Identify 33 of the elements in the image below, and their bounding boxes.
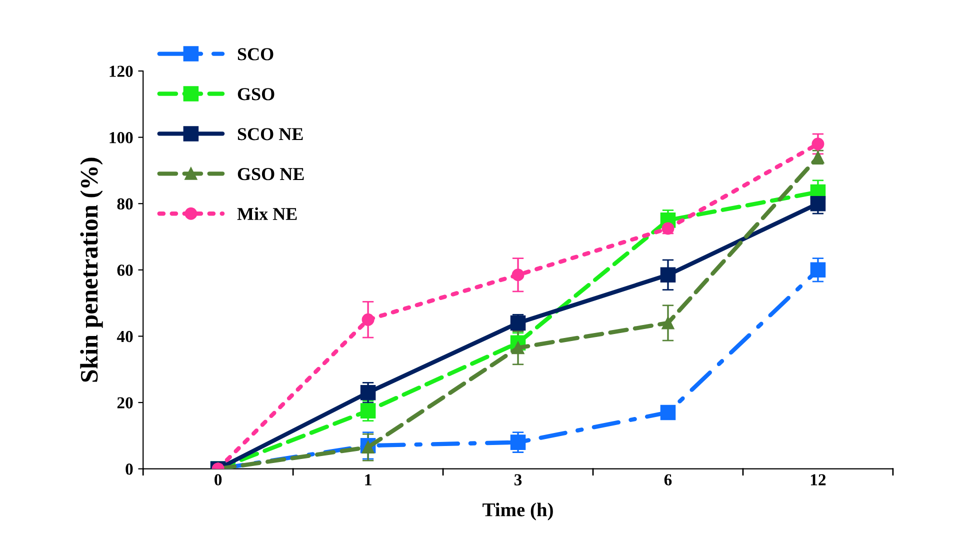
point bbox=[512, 342, 524, 354]
point bbox=[662, 316, 674, 330]
legend-label: SCO bbox=[238, 48, 274, 60]
point bbox=[360, 403, 376, 418]
y-tick-label: 60 bbox=[117, 264, 133, 276]
y-tick-label: 80 bbox=[117, 198, 133, 210]
y-tick-label: 0 bbox=[126, 464, 133, 475]
point bbox=[360, 384, 376, 400]
legend-label: GSO bbox=[238, 88, 274, 100]
x-axis-title: Time (h) bbox=[482, 502, 553, 520]
point bbox=[662, 222, 674, 235]
x-tick-label: 0 bbox=[214, 474, 222, 486]
y-tick-label: 20 bbox=[117, 397, 133, 408]
legend-label: Mix NE bbox=[237, 207, 297, 220]
point bbox=[362, 441, 374, 454]
y-tick-label: 120 bbox=[110, 66, 133, 77]
x-tick-label: 12 bbox=[810, 474, 826, 486]
point bbox=[362, 313, 374, 326]
point bbox=[810, 262, 826, 278]
x-tick-label: 1 bbox=[365, 474, 372, 486]
x-tick-label: 3 bbox=[514, 474, 522, 486]
y-tick-label: 100 bbox=[110, 132, 133, 144]
point bbox=[660, 267, 676, 283]
point bbox=[812, 138, 824, 150]
point bbox=[810, 196, 826, 212]
legend-label: SCO NE bbox=[238, 128, 303, 140]
y-tick-label: 40 bbox=[116, 330, 133, 342]
point bbox=[510, 434, 526, 450]
x-tick-label: 6 bbox=[664, 474, 672, 486]
legend-label: GSO NE bbox=[238, 168, 304, 180]
y-axis-title: Skin penetration (%) bbox=[80, 158, 103, 382]
point bbox=[660, 404, 676, 420]
point bbox=[512, 268, 524, 282]
